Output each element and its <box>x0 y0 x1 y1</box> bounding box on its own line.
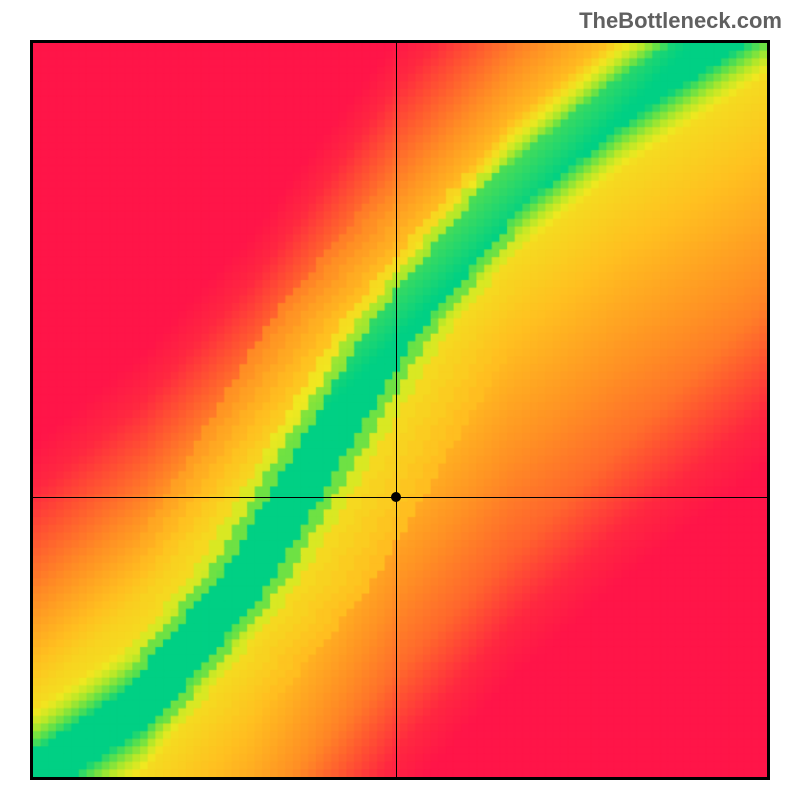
crosshair-vertical <box>396 43 397 777</box>
watermark-text: TheBottleneck.com <box>579 8 782 34</box>
selection-marker-dot <box>391 492 401 502</box>
heatmap-canvas <box>33 43 767 777</box>
bottleneck-heatmap <box>30 40 770 780</box>
